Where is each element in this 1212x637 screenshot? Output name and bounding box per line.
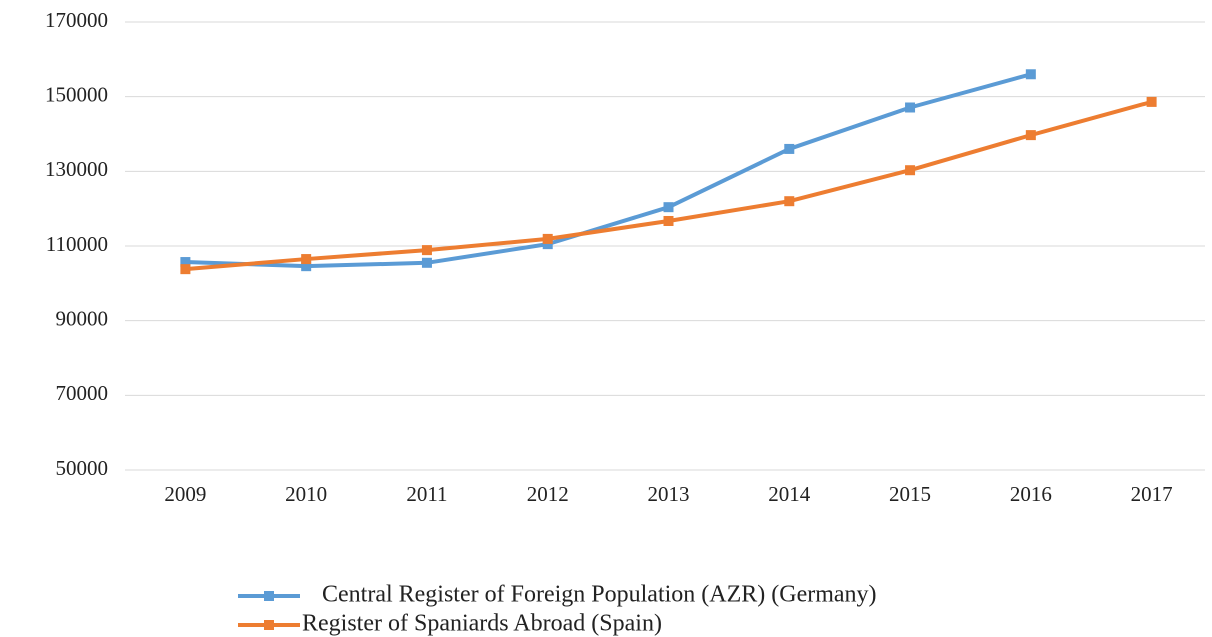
x-tick-label: 2009 [164,482,206,506]
point-marker [180,264,191,275]
point-marker [301,254,312,265]
point-marker [301,261,312,272]
point-marker [180,257,191,268]
y-tick-label: 90000 [56,306,109,330]
point-marker [784,196,795,207]
y-tick-label: 70000 [56,381,109,405]
point-marker [905,165,916,176]
y-tick-label: 170000 [45,8,108,32]
point-marker [1025,130,1036,141]
point-marker [784,143,795,154]
point-marker [421,257,432,268]
x-tick-label: 2012 [527,482,569,506]
x-tick-label: 2014 [768,482,811,506]
legend-marker [264,591,274,601]
point-marker [542,239,553,250]
x-tick-label: 2017 [1131,482,1173,506]
x-tick-label: 2011 [406,482,447,506]
y-tick-label: 110000 [46,232,108,256]
y-tick-label: 150000 [45,82,108,106]
point-marker [663,215,674,226]
legend-label: Register of Spaniards Abroad (Spain) [302,611,662,637]
point-marker [421,245,432,256]
x-tick-label: 2015 [889,482,931,506]
point-marker [1146,96,1157,107]
series-line [185,72,1032,269]
point-marker [663,202,674,213]
x-tick-label: 2010 [285,482,327,506]
point-marker [542,233,553,244]
y-tick-label: 130000 [45,157,108,181]
x-tick-label: 2013 [648,482,690,506]
series-line [185,99,1153,272]
y-tick-label: 50000 [56,456,109,480]
legend-label: Central Register of Foreign Population (… [322,582,877,608]
legend-marker [264,620,274,630]
x-tick-label: 2016 [1010,482,1052,506]
point-marker [905,102,916,113]
point-marker [1025,69,1036,80]
